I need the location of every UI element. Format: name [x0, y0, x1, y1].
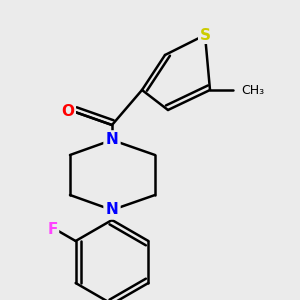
Text: N: N: [106, 133, 118, 148]
Text: N: N: [106, 202, 118, 217]
Text: S: S: [200, 28, 211, 43]
Text: F: F: [47, 223, 58, 238]
Text: CH₃: CH₃: [241, 83, 264, 97]
Text: O: O: [61, 104, 74, 119]
